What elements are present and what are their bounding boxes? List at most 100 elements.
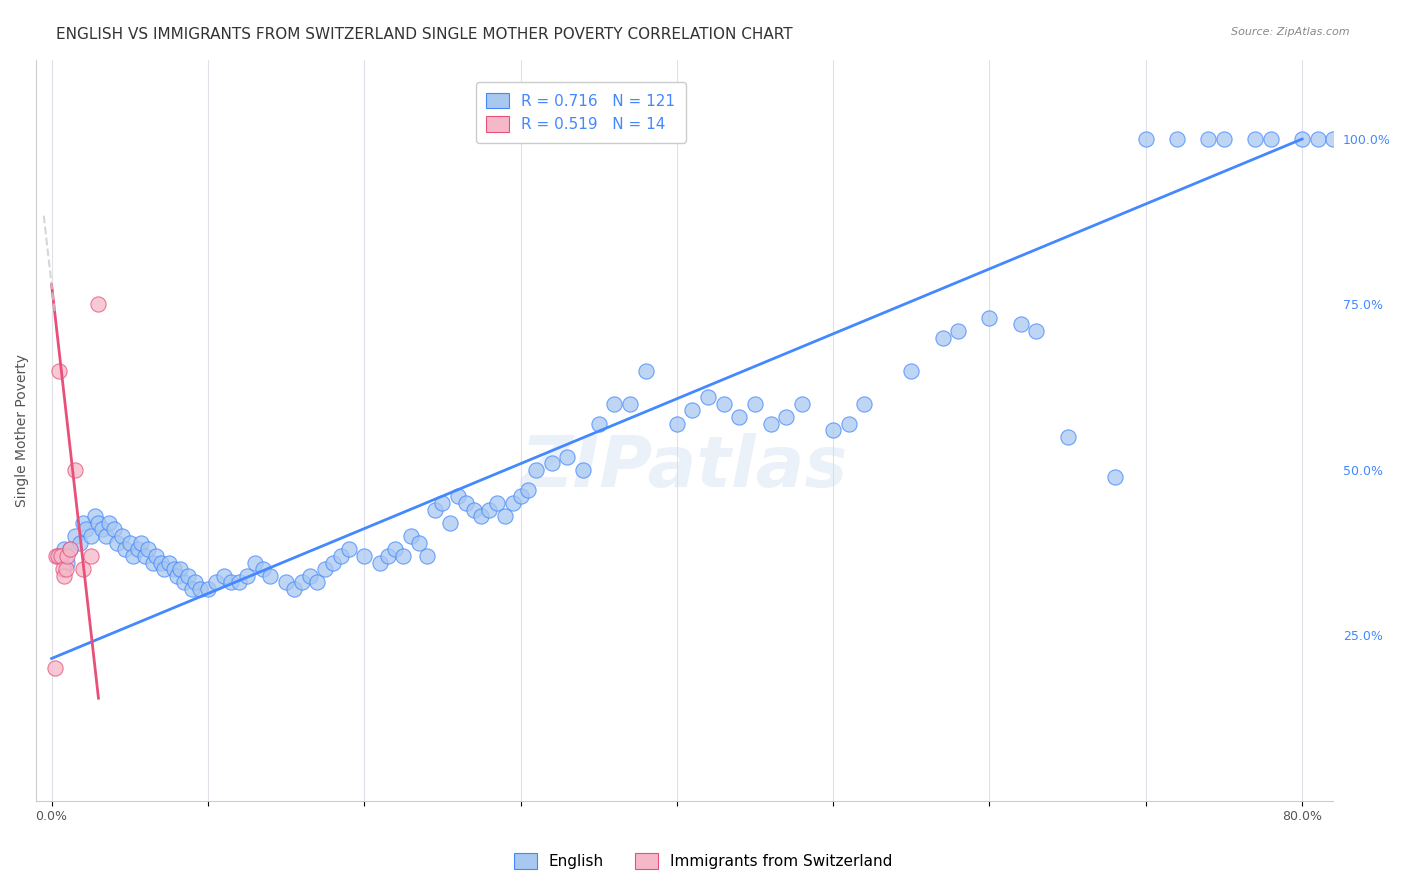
Point <box>134 549 156 563</box>
Point <box>353 549 375 563</box>
Text: ENGLISH VS IMMIGRANTS FROM SWITZERLAND SINGLE MOTHER POVERTY CORRELATION CHART: ENGLISH VS IMMIGRANTS FROM SWITZERLAND S… <box>56 27 793 42</box>
Point <box>307 575 329 590</box>
Point <box>53 542 76 557</box>
Point <box>48 363 70 377</box>
Point <box>176 568 198 582</box>
Point <box>69 535 91 549</box>
Point <box>228 575 250 590</box>
Point <box>329 549 352 563</box>
Point <box>775 409 797 424</box>
Point <box>1244 132 1267 146</box>
Point <box>274 575 297 590</box>
Point <box>291 575 314 590</box>
Point <box>56 556 79 570</box>
Point <box>298 568 321 582</box>
Point <box>138 542 160 557</box>
Point <box>197 582 219 596</box>
Point <box>524 463 547 477</box>
Point <box>259 568 281 582</box>
Point <box>502 496 524 510</box>
Point <box>105 535 128 549</box>
Point <box>759 417 782 431</box>
Point <box>79 549 101 563</box>
Point <box>517 483 540 497</box>
Point <box>603 397 626 411</box>
Point <box>439 516 461 530</box>
Point <box>1135 132 1157 146</box>
Point <box>447 489 470 503</box>
Point <box>665 417 688 431</box>
Point <box>153 562 176 576</box>
Point <box>392 549 415 563</box>
Point <box>212 568 235 582</box>
Point <box>162 562 184 576</box>
Point <box>713 397 735 411</box>
Point <box>368 556 391 570</box>
Point <box>697 390 720 404</box>
Point <box>337 542 360 557</box>
Point <box>127 542 149 557</box>
Point <box>45 549 67 563</box>
Point <box>90 523 112 537</box>
Point <box>204 575 226 590</box>
Text: Source: ZipAtlas.com: Source: ZipAtlas.com <box>1232 27 1350 37</box>
Point <box>118 535 141 549</box>
Point <box>63 463 86 477</box>
Point <box>103 523 125 537</box>
Point <box>1025 324 1047 338</box>
Point <box>243 556 266 570</box>
Point <box>236 568 259 582</box>
Y-axis label: Single Mother Poverty: Single Mother Poverty <box>15 354 30 507</box>
Point <box>979 310 1001 325</box>
Point <box>454 496 477 510</box>
Point <box>111 529 134 543</box>
Point <box>188 582 211 596</box>
Point <box>322 556 344 570</box>
Point <box>150 556 173 570</box>
Point <box>1213 132 1236 146</box>
Point <box>634 363 657 377</box>
Point <box>72 516 94 530</box>
Point <box>1400 132 1406 146</box>
Point <box>853 397 876 411</box>
Point <box>1104 469 1126 483</box>
Point <box>1056 430 1078 444</box>
Point <box>728 409 751 424</box>
Point <box>63 529 86 543</box>
Point <box>314 562 336 576</box>
Point <box>142 556 165 570</box>
Point <box>931 330 953 344</box>
Point <box>588 417 610 431</box>
Point <box>509 489 531 503</box>
Point <box>283 582 305 596</box>
Point <box>46 549 69 563</box>
Point <box>87 297 110 311</box>
Point <box>75 523 97 537</box>
Point <box>55 562 77 576</box>
Point <box>1166 132 1188 146</box>
Point <box>252 562 274 576</box>
Point <box>470 509 492 524</box>
Point <box>1306 132 1329 146</box>
Point <box>1337 132 1360 146</box>
Point <box>53 568 76 582</box>
Legend: English, Immigrants from Switzerland: English, Immigrants from Switzerland <box>508 847 898 875</box>
Point <box>157 556 180 570</box>
Point <box>384 542 406 557</box>
Point <box>1291 132 1313 146</box>
Point <box>166 568 188 582</box>
Point <box>145 549 167 563</box>
Point <box>181 582 204 596</box>
Point <box>49 549 72 563</box>
Point <box>1322 132 1344 146</box>
Point <box>98 516 121 530</box>
Point <box>486 496 509 510</box>
Point <box>169 562 191 576</box>
Point <box>423 502 446 516</box>
Point <box>900 363 922 377</box>
Point <box>823 423 845 437</box>
Point <box>619 397 641 411</box>
Point <box>572 463 595 477</box>
Point <box>478 502 501 516</box>
Point <box>948 324 970 338</box>
